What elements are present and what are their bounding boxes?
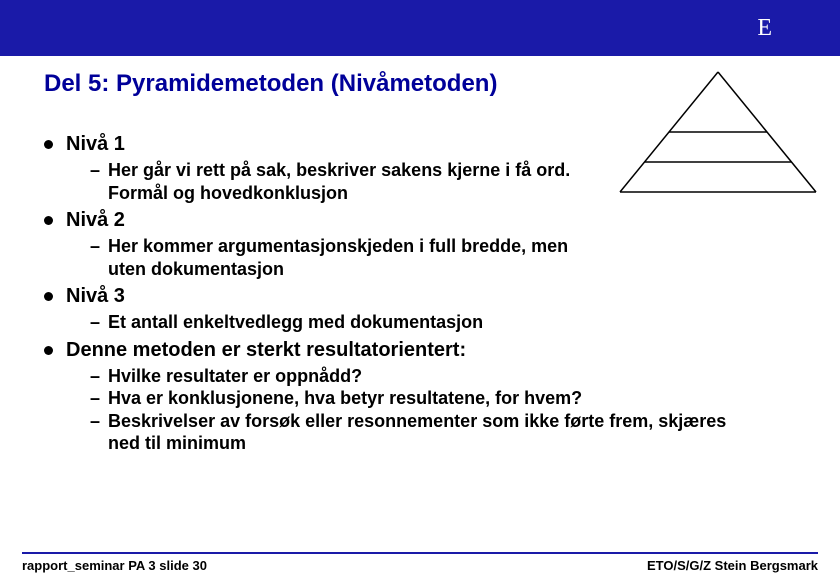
- list-item: Nivå 2Her kommer argumentasjonskjeden i …: [44, 208, 796, 280]
- sub-list: Et antall enkeltvedlegg med dokumentasjo…: [66, 311, 796, 334]
- list-item: Denne metoden er sterkt resultatorienter…: [44, 338, 796, 455]
- footer-divider: [22, 552, 818, 554]
- footer-right: ETO/S/G/Z Stein Bergsmark: [647, 558, 818, 573]
- sub-item: Her kommer argumentasjonskjeden i full b…: [90, 235, 610, 280]
- footer-left: rapport_seminar PA 3 slide 30: [22, 558, 207, 573]
- bullet-label: Nivå 3: [66, 284, 796, 309]
- slide-content: Del 5: Pyramidemetoden (Nivåmetoden) Niv…: [0, 56, 840, 455]
- bullet-label: Nivå 1: [66, 132, 796, 157]
- list-item: Nivå 1Her går vi rett på sak, beskriver …: [44, 132, 796, 204]
- sub-item: Hva er konklusjonene, hva betyr resultat…: [90, 387, 730, 410]
- bullet-list: Nivå 1Her går vi rett på sak, beskriver …: [44, 132, 796, 455]
- list-item: Nivå 3Et antall enkeltvedlegg med dokume…: [44, 284, 796, 334]
- sub-item: Hvilke resultater er oppnådd?: [90, 365, 730, 388]
- sub-item: Her går vi rett på sak, beskriver sakens…: [90, 159, 610, 204]
- bullet-label: Denne metoden er sterkt resultatorienter…: [66, 338, 796, 363]
- sub-list: Hvilke resultater er oppnådd?Hva er konk…: [66, 365, 796, 455]
- header-bar: E: [0, 0, 840, 56]
- footer: rapport_seminar PA 3 slide 30 ETO/S/G/Z …: [0, 552, 840, 573]
- sub-list: Her kommer argumentasjonskjeden i full b…: [66, 235, 796, 280]
- bullet-label: Nivå 2: [66, 208, 796, 233]
- sub-item: Beskrivelser av forsøk eller resonnement…: [90, 410, 730, 455]
- header-letter: E: [757, 15, 772, 42]
- sub-list: Her går vi rett på sak, beskriver sakens…: [66, 159, 796, 204]
- sub-item: Et antall enkeltvedlegg med dokumentasjo…: [90, 311, 610, 334]
